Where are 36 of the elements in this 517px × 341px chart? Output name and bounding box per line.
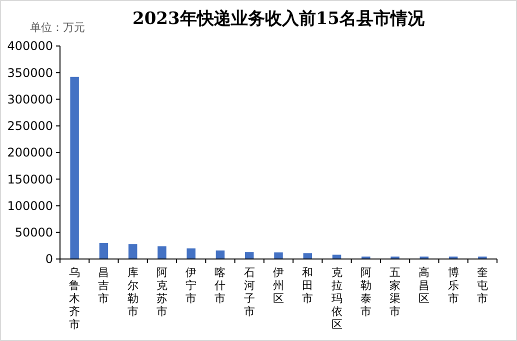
bar [186, 248, 196, 259]
x-tick-label: 阿克苏市 [156, 266, 168, 318]
x-tick-label: 克拉玛依区 [331, 266, 342, 331]
y-tick-label: 0 [45, 252, 53, 266]
y-axis-title: 单位：万元 [30, 21, 85, 34]
bar [158, 246, 166, 259]
bar [216, 250, 225, 259]
x-tick-label: 高昌区 [418, 266, 430, 305]
bar [274, 252, 283, 259]
x-tick-label: 奎屯市 [476, 266, 488, 305]
x-tick-label: 伊州区 [273, 266, 284, 305]
bar [303, 253, 312, 259]
x-tick-label: 乌鲁木齐市 [69, 266, 80, 331]
y-tick-label: 50000 [14, 226, 53, 240]
x-tick-label: 和田市 [302, 266, 314, 305]
x-tick-label: 喀什市 [214, 266, 226, 305]
bar [332, 254, 342, 259]
y-tick-label: 400000 [7, 39, 53, 54]
x-tick-label: 阿勒泰市 [360, 266, 372, 318]
bar [128, 244, 138, 259]
x-tick-label: 博乐市 [448, 266, 459, 305]
y-tick-label: 200000 [7, 146, 53, 160]
x-tick-label: 库尔勒市 [127, 266, 138, 318]
y-tick-label: 350000 [7, 66, 53, 80]
bar [244, 252, 254, 259]
x-tick-label: 五家渠市 [390, 266, 401, 318]
x-tick-label: 昌吉市 [98, 266, 110, 305]
x-tick-label: 伊宁市 [186, 266, 197, 305]
x-tick-label: 石河子市 [244, 266, 255, 318]
y-tick-label: 250000 [7, 119, 53, 134]
y-tick-label: 300000 [7, 92, 53, 106]
y-tick-label: 100000 [7, 198, 53, 213]
bar [70, 76, 79, 259]
bar [99, 243, 108, 259]
chart-title: 2023年快递业务收入前15名县市情况 [132, 9, 426, 29]
y-tick-label: 150000 [7, 172, 53, 186]
